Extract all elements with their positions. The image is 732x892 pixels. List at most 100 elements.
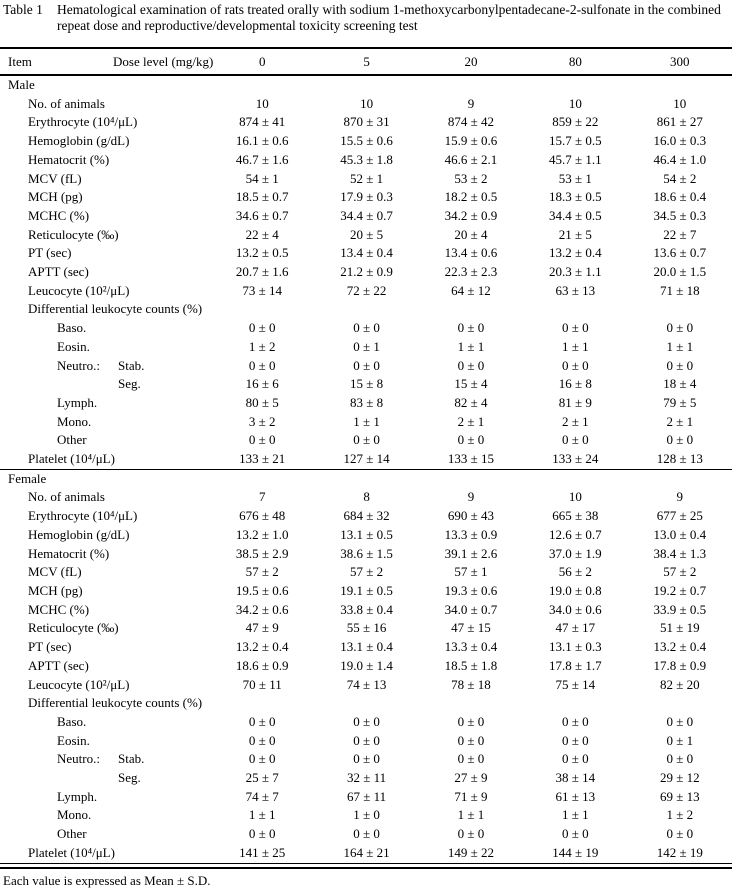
value-cell: 0 ± 1	[353, 338, 380, 354]
row-label-text: No. of animals	[28, 489, 105, 505]
value-cell: 45.7 ± 1.1	[549, 151, 602, 167]
table-row: Differential leukocyte counts (%)	[0, 300, 732, 319]
value-cell: 47 ± 17	[555, 620, 596, 636]
value-cell: 0 ± 1	[666, 732, 694, 748]
value-cell: 79 ± 5	[663, 394, 697, 410]
table-row: Eosin. 0 ± 0 0 ± 0 0 ± 0 0 ± 0 0 ± 1	[0, 732, 732, 751]
row-label: MCV (fL)	[0, 170, 210, 189]
value-cell: 20.0 ± 1.5	[653, 264, 707, 280]
value-cell: 0 ± 0	[353, 713, 380, 729]
table-row: Seg. 25 ± 7 32 ± 11 27 ± 9 38 ± 14 29 ± 12	[0, 769, 732, 788]
row-label: MCHC (%)	[0, 601, 210, 620]
table-row: APTT (sec) 18.6 ± 0.9 19.0 ± 1.4 18.5 ± 1.8…	[0, 657, 732, 676]
table-row: Hematocrit (%) 46.7 ± 1.6 45.3 ± 1.8 46.6 ±…	[0, 151, 732, 170]
value-cell: 18.5 ± 0.7	[235, 189, 289, 205]
value-cell	[523, 300, 627, 319]
value-cell: 74 ± 7	[245, 788, 279, 804]
value-cell: 0 ± 0	[353, 320, 380, 336]
value-cell: 13.3 ± 0.9	[444, 526, 498, 542]
value-cell: 0 ± 0	[248, 713, 276, 729]
value-cell	[314, 694, 418, 713]
value-cell	[419, 300, 523, 319]
row-label-text: Leucocyte (10²/μL)	[28, 282, 130, 298]
value-cell: 38.4 ± 1.3	[653, 545, 707, 561]
section-header-row: Female	[0, 468, 732, 489]
value-cell: 1 ± 1	[666, 338, 694, 354]
table-row: APTT (sec) 20.7 ± 1.6 21.2 ± 0.9 22.3 ± 2.3…	[0, 263, 732, 282]
row-label: Baso.	[0, 319, 210, 338]
row-label: No. of animals	[0, 488, 210, 507]
value-cell: 17.8 ± 0.9	[653, 657, 707, 673]
value-cell: 18.5 ± 1.8	[444, 657, 498, 673]
table-row: Leucocyte (10²/μL) 70 ± 11 74 ± 13 78 ± 18 7…	[0, 676, 732, 695]
row-label-text: MCHC (%)	[28, 207, 90, 223]
value-cell: 0 ± 0	[562, 357, 589, 373]
value-cell: 20 ± 5	[350, 226, 384, 242]
value-cell: 38.6 ± 1.5	[340, 545, 393, 561]
row-label: Hemoglobin (g/dL)	[0, 526, 210, 545]
value-cell: 20 ± 4	[454, 226, 488, 242]
value-cell: 45.3 ± 1.8	[340, 151, 393, 167]
value-cell: 34.4 ± 0.5	[549, 207, 602, 223]
value-cell: 1 ± 1	[248, 807, 276, 823]
table-title: Hematological examination of rats treate…	[57, 2, 721, 33]
table-row: Platelet (10⁴/μL) 141 ± 25 164 ± 21 149 ± 2…	[0, 844, 732, 863]
row-label-text: Other	[57, 432, 87, 448]
value-cell: 15 ± 8	[350, 376, 384, 392]
value-cell: 46.4 ± 1.0	[653, 151, 707, 167]
row-label-text: Mono.	[57, 807, 92, 823]
value-cell: 25 ± 7	[245, 770, 279, 786]
value-cell: 51 ± 19	[659, 620, 700, 636]
value-cell: 13.2 ± 0.4	[549, 245, 602, 261]
value-cell: 27 ± 9	[454, 770, 488, 786]
row-label-text: PT (sec)	[28, 639, 72, 655]
table-row: Lymph. 74 ± 7 67 ± 11 71 ± 9 61 ± 13 69 ± 13	[0, 788, 732, 807]
value-cell: 9	[467, 489, 475, 505]
value-cell: 10	[568, 95, 582, 111]
value-cell: 73 ± 14	[242, 282, 283, 298]
row-label: Erythrocyte (10⁴/μL)	[0, 113, 210, 132]
value-cell: 38.5 ± 2.9	[235, 545, 289, 561]
value-cell: 127 ± 14	[343, 451, 390, 467]
table-row: Baso. 0 ± 0 0 ± 0 0 ± 0 0 ± 0 0 ± 0	[0, 713, 732, 732]
row-label-text: Eosin.	[57, 732, 90, 748]
row-label: APTT (sec)	[0, 263, 210, 282]
value-cell: 15.9 ± 0.6	[444, 133, 498, 149]
value-cell: 53 ± 1	[558, 170, 592, 186]
value-cell: 17.9 ± 0.3	[340, 189, 393, 205]
row-label-text: MCH (pg)	[28, 189, 83, 205]
value-cell: 83 ± 8	[350, 394, 384, 410]
value-cell: 141 ± 25	[239, 844, 286, 860]
section-name: Female	[0, 468, 732, 489]
table-row: Erythrocyte (10⁴/μL) 874 ± 41 870 ± 31 874 …	[0, 113, 732, 132]
table-row: MCV (fL) 54 ± 1 52 ± 1 53 ± 2 53 ± 1 54 ± 2	[0, 170, 732, 189]
value-cell: 690 ± 43	[447, 508, 495, 524]
table-row: PT (sec) 13.2 ± 0.5 13.4 ± 0.4 13.4 ± 0.6 13…	[0, 244, 732, 263]
row-label-text: Platelet (10⁴/μL)	[28, 451, 115, 467]
value-cell: 61 ± 13	[555, 788, 596, 804]
table-row: Neutro.: Stab. 0 ± 0 0 ± 0 0 ± 0 0 ± 0 0 ± 0	[0, 750, 732, 769]
value-cell: 39.1 ± 2.6	[444, 545, 498, 561]
table-row: No. of animals 7 8 9 10 9	[0, 488, 732, 507]
section-name: Male	[8, 77, 35, 92]
value-cell: 1 ± 2	[248, 338, 276, 354]
table-row: Leucocyte (10²/μL) 73 ± 14 72 ± 22 64 ± 12 6…	[0, 282, 732, 301]
value-cell: 18.2 ± 0.5	[444, 189, 498, 205]
row-label: Mono.	[0, 806, 210, 825]
value-cell: 19.5 ± 0.6	[235, 582, 289, 598]
row-label-text: No. of animals	[28, 95, 105, 111]
value-cell: 0 ± 0	[457, 713, 485, 729]
value-cell: 22.3 ± 2.3	[444, 264, 498, 280]
table-row: No. of animals 10 10 9 10 10	[0, 95, 732, 114]
value-cell: 13.1 ± 0.3	[549, 639, 602, 655]
value-cell: 684 ± 32	[343, 508, 390, 524]
bottom-double-rule	[0, 862, 732, 869]
value-cell: 34.4 ± 0.7	[340, 207, 393, 223]
value-cell: 78 ± 18	[451, 676, 491, 692]
value-cell: 142 ± 19	[656, 844, 703, 860]
value-cell: 10	[360, 95, 374, 111]
value-cell: 54 ± 1	[245, 170, 279, 186]
header-dose-0: 0	[210, 47, 315, 76]
value-cell: 17.8 ± 1.7	[549, 657, 602, 673]
value-cell: 1 ± 0	[353, 807, 380, 823]
